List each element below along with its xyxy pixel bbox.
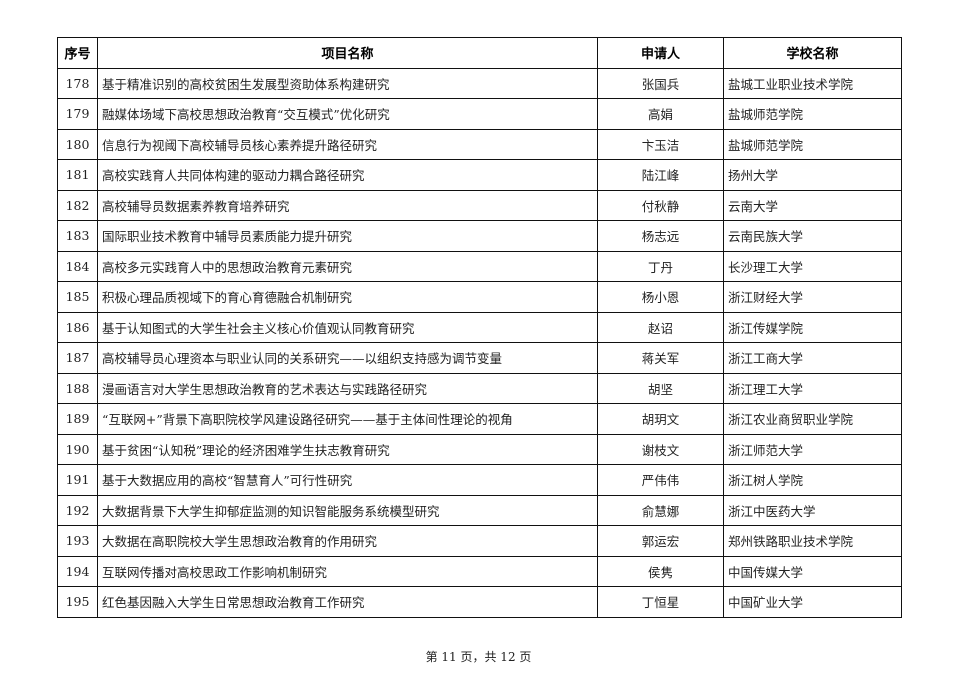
- table-row: 191 基于大数据应用的高校“智慧育人”可行性研究 严伟伟 浙江树人学院: [57, 464, 902, 496]
- cell-index: 194: [57, 555, 98, 587]
- header-applicant: 申请人: [597, 37, 724, 69]
- cell-project-name: 红色基因融入大学生日常思想政治教育工作研究: [97, 586, 598, 618]
- cell-project-name: 基于认知图式的大学生社会主义核心价值观认同教育研究: [97, 311, 598, 343]
- cell-index: 193: [57, 525, 98, 557]
- cell-project-name: 漫画语言对大学生思想政治教育的艺术表达与实践路径研究: [97, 372, 598, 404]
- cell-project-name: 高校辅导员心理资本与职业认同的关系研究——以组织支持感为调节变量: [97, 342, 598, 374]
- cell-school: 浙江工商大学: [723, 342, 902, 374]
- cell-project-name: 积极心理品质视域下的育心育德融合机制研究: [97, 281, 598, 313]
- cell-applicant: 陆江峰: [597, 159, 724, 191]
- header-school: 学校名称: [723, 37, 902, 69]
- cell-index: 191: [57, 464, 98, 496]
- table-row: 187 高校辅导员心理资本与职业认同的关系研究——以组织支持感为调节变量 蒋关军 浙江…: [57, 342, 902, 374]
- cell-school: 中国矿业大学: [723, 586, 902, 618]
- cell-project-name: 融媒体场域下高校思想政治教育“交互模式”优化研究: [97, 98, 598, 130]
- cell-school: 扬州大学: [723, 159, 902, 191]
- cell-project-name: 大数据背景下大学生抑郁症监测的知识智能服务系统模型研究: [97, 494, 598, 526]
- table-row: 180 信息行为视阈下高校辅导员核心素养提升路径研究 卞玉洁 盐城师范学院: [57, 128, 902, 160]
- cell-index: 184: [57, 250, 98, 282]
- cell-project-name: 国际职业技术教育中辅导员素质能力提升研究: [97, 220, 598, 252]
- cell-project-name: 高校辅导员数据素养教育培养研究: [97, 189, 598, 221]
- cell-applicant: 谢枝文: [597, 433, 724, 465]
- cell-applicant: 蒋关军: [597, 342, 724, 374]
- cell-applicant: 高娟: [597, 98, 724, 130]
- cell-school: 浙江财经大学: [723, 281, 902, 313]
- cell-project-name: 基于贫困“认知税”理论的经济困难学生扶志教育研究: [97, 433, 598, 465]
- table-header-row: 序号 项目名称 申请人 学校名称: [57, 37, 902, 69]
- cell-index: 182: [57, 189, 98, 221]
- cell-applicant: 胡坚: [597, 372, 724, 404]
- cell-school: 浙江传媒学院: [723, 311, 902, 343]
- cell-school: 长沙理工大学: [723, 250, 902, 282]
- cell-index: 180: [57, 128, 98, 160]
- cell-index: 190: [57, 433, 98, 465]
- cell-index: 179: [57, 98, 98, 130]
- table-row: 178 基于精准识别的高校贫困生发展型资助体系构建研究 张国兵 盐城工业职业技术学院: [57, 67, 902, 99]
- page-number: 第 11 页，共 12 页: [425, 650, 532, 664]
- cell-project-name: 信息行为视阈下高校辅导员核心素养提升路径研究: [97, 128, 598, 160]
- cell-applicant: 杨志远: [597, 220, 724, 252]
- cell-project-name: 互联网传播对高校思政工作影响机制研究: [97, 555, 598, 587]
- cell-applicant: 胡玥文: [597, 403, 724, 435]
- cell-applicant: 杨小恩: [597, 281, 724, 313]
- table-row: 189 “互联网+”背景下高职院校学风建设路径研究——基于主体间性理论的视角 胡玥文…: [57, 403, 902, 435]
- cell-school: 云南民族大学: [723, 220, 902, 252]
- cell-school: 郑州铁路职业技术学院: [723, 525, 902, 557]
- table-row: 182 高校辅导员数据素养教育培养研究 付秋静 云南大学: [57, 189, 902, 221]
- table-row: 188 漫画语言对大学生思想政治教育的艺术表达与实践路径研究 胡坚 浙江理工大学: [57, 372, 902, 404]
- cell-index: 181: [57, 159, 98, 191]
- table-row: 195 红色基因融入大学生日常思想政治教育工作研究 丁恒星 中国矿业大学: [57, 586, 902, 618]
- cell-applicant: 卞玉洁: [597, 128, 724, 160]
- cell-school: 盐城工业职业技术学院: [723, 67, 902, 99]
- cell-project-name: 高校多元实践育人中的思想政治教育元素研究: [97, 250, 598, 282]
- cell-school: 盐城师范学院: [723, 98, 902, 130]
- cell-school: 浙江理工大学: [723, 372, 902, 404]
- cell-index: 183: [57, 220, 98, 252]
- table-row: 185 积极心理品质视域下的育心育德融合机制研究 杨小恩 浙江财经大学: [57, 281, 902, 313]
- cell-school: 浙江师范大学: [723, 433, 902, 465]
- cell-project-name: 基于精准识别的高校贫困生发展型资助体系构建研究: [97, 67, 598, 99]
- table-row: 186 基于认知图式的大学生社会主义核心价值观认同教育研究 赵诏 浙江传媒学院: [57, 311, 902, 343]
- cell-index: 186: [57, 311, 98, 343]
- table-row: 181 高校实践育人共同体构建的驱动力耦合路径研究 陆江峰 扬州大学: [57, 159, 902, 191]
- cell-applicant: 郭运宏: [597, 525, 724, 557]
- cell-school: 浙江农业商贸职业学院: [723, 403, 902, 435]
- cell-applicant: 侯隽: [597, 555, 724, 587]
- cell-school: 中国传媒大学: [723, 555, 902, 587]
- cell-project-name: 高校实践育人共同体构建的驱动力耦合路径研究: [97, 159, 598, 191]
- cell-applicant: 俞慧娜: [597, 494, 724, 526]
- cell-applicant: 赵诏: [597, 311, 724, 343]
- table-row: 183 国际职业技术教育中辅导员素质能力提升研究 杨志远 云南民族大学: [57, 220, 902, 252]
- header-index: 序号: [57, 37, 98, 69]
- cell-project-name: 基于大数据应用的高校“智慧育人”可行性研究: [97, 464, 598, 496]
- table-row: 193 大数据在高职院校大学生思想政治教育的作用研究 郭运宏 郑州铁路职业技术学院: [57, 525, 902, 557]
- cell-project-name: “互联网+”背景下高职院校学风建设路径研究——基于主体间性理论的视角: [97, 403, 598, 435]
- cell-applicant: 丁丹: [597, 250, 724, 282]
- cell-index: 189: [57, 403, 98, 435]
- cell-applicant: 付秋静: [597, 189, 724, 221]
- cell-applicant: 丁恒星: [597, 586, 724, 618]
- cell-project-name: 大数据在高职院校大学生思想政治教育的作用研究: [97, 525, 598, 557]
- table-row: 190 基于贫困“认知税”理论的经济困难学生扶志教育研究 谢枝文 浙江师范大学: [57, 433, 902, 465]
- cell-index: 185: [57, 281, 98, 313]
- table-row: 184 高校多元实践育人中的思想政治教育元素研究 丁丹 长沙理工大学: [57, 250, 902, 282]
- cell-index: 195: [57, 586, 98, 618]
- header-project-name: 项目名称: [97, 37, 598, 69]
- cell-index: 187: [57, 342, 98, 374]
- cell-index: 192: [57, 494, 98, 526]
- cell-school: 浙江树人学院: [723, 464, 902, 496]
- project-table: 序号 项目名称 申请人 学校名称 178 基于精准识别的高校贫困生发展型资助体系构…: [57, 37, 902, 618]
- cell-applicant: 严伟伟: [597, 464, 724, 496]
- table-row: 179 融媒体场域下高校思想政治教育“交互模式”优化研究 高娟 盐城师范学院: [57, 98, 902, 130]
- cell-school: 浙江中医药大学: [723, 494, 902, 526]
- cell-applicant: 张国兵: [597, 67, 724, 99]
- table-row: 192 大数据背景下大学生抑郁症监测的知识智能服务系统模型研究 俞慧娜 浙江中医药大学: [57, 494, 902, 526]
- table-row: 194 互联网传播对高校思政工作影响机制研究 侯隽 中国传媒大学: [57, 555, 902, 587]
- cell-school: 盐城师范学院: [723, 128, 902, 160]
- cell-school: 云南大学: [723, 189, 902, 221]
- cell-index: 178: [57, 67, 98, 99]
- cell-index: 188: [57, 372, 98, 404]
